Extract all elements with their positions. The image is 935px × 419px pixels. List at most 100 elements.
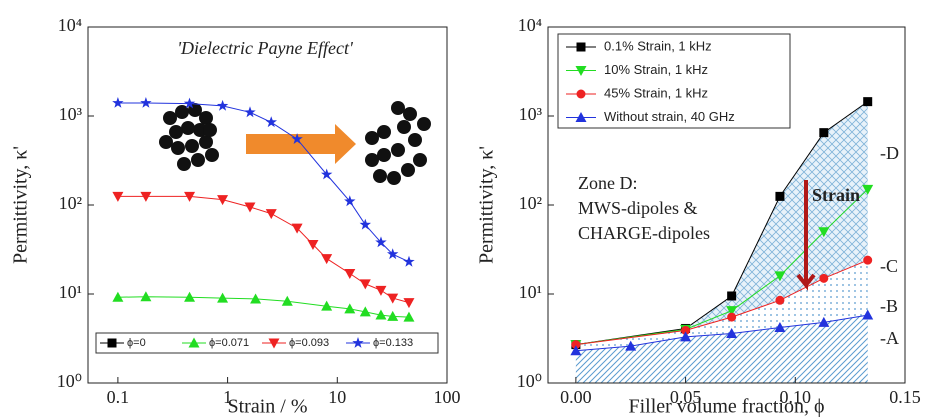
marker: [625, 340, 637, 351]
area: [575, 315, 868, 383]
marker: [862, 309, 874, 320]
annotation: CHARGE-dipoles: [578, 223, 710, 243]
marker: [726, 327, 738, 338]
legend-marker: [575, 66, 587, 76]
x-axis-label: Strain / %: [228, 396, 308, 418]
legend-label: Without strain, 40 GHz: [604, 109, 735, 124]
marker: [774, 271, 786, 282]
marker: [291, 223, 303, 234]
x-tick-label: 100: [434, 387, 461, 407]
strain-arrow: [796, 180, 816, 291]
marker: [818, 316, 830, 327]
legend-label: ϕ=0: [127, 337, 146, 349]
marker: [403, 255, 415, 267]
marker: [727, 291, 737, 301]
x-tick-label: 1: [223, 387, 232, 407]
marker: [387, 293, 399, 304]
y-tick-label: 10²: [59, 193, 82, 213]
x-tick-label: 0.10: [780, 387, 812, 407]
marker: [359, 218, 371, 230]
marker: [726, 306, 738, 317]
y-tick-label: 10¹: [59, 282, 82, 302]
marker: [375, 309, 387, 320]
marker: [217, 292, 229, 303]
annotation: -A: [880, 328, 899, 348]
marker: [321, 254, 333, 265]
series-line: [575, 259, 868, 346]
legend-box: [557, 33, 791, 129]
y-axis-label: Permittivity, κ': [10, 146, 32, 264]
legend-label: ϕ=0.093: [289, 337, 329, 349]
marker: [570, 345, 582, 356]
y-tick-label: 10⁰: [57, 371, 82, 391]
plot-frame: [87, 26, 448, 384]
series-line: [575, 101, 868, 346]
marker: [344, 268, 356, 279]
legend-label: 0.1% Strain, 1 kHz: [604, 38, 712, 53]
marker: [359, 306, 371, 317]
marker: [250, 293, 262, 304]
marker: [217, 195, 229, 206]
x-tick-label: 0.00: [560, 387, 592, 407]
annotation: 'Dielectric Payne Effect': [177, 38, 354, 58]
marker: [359, 279, 371, 290]
legend-marker: [268, 338, 280, 349]
marker: [184, 191, 196, 202]
legend-label: 45% Strain, 1 kHz: [604, 85, 708, 100]
marker: [112, 97, 124, 108]
marker: [265, 116, 277, 128]
marker: [375, 285, 387, 296]
marker: [344, 303, 356, 314]
y-tick-label: 10²: [519, 193, 542, 213]
marker: [375, 236, 387, 248]
marker: [863, 97, 873, 107]
y-tick-label: 10³: [59, 104, 83, 124]
legend-marker: [352, 337, 364, 348]
y-tick-label: 10¹: [519, 282, 542, 302]
marker: [681, 325, 691, 335]
marker: [727, 312, 737, 322]
marker: [819, 128, 829, 138]
x-tick-label: 0.15: [889, 387, 921, 407]
y-tick-label: 10⁴: [58, 15, 82, 35]
marker: [387, 310, 399, 321]
marker: [321, 300, 333, 311]
x-tick-label: 0.1: [107, 387, 130, 407]
marker: [281, 295, 293, 306]
marker: [291, 133, 303, 144]
marker: [403, 298, 415, 309]
x-tick-label: 10: [328, 387, 346, 407]
legend-label: ϕ=0.071: [209, 337, 249, 349]
marker: [775, 295, 785, 305]
legend-marker: [188, 337, 200, 348]
annotation: MWS-dipoles &: [578, 198, 698, 218]
annotation: -D: [880, 143, 899, 163]
marker: [140, 97, 152, 108]
marker: [571, 340, 581, 350]
marker: [112, 191, 124, 202]
marker: [307, 239, 319, 250]
legend-label: ϕ=0.133: [373, 337, 413, 349]
marker: [403, 311, 415, 322]
y-tick-label: 10³: [519, 104, 543, 124]
annotation: Zone D:: [578, 173, 637, 193]
marker: [680, 331, 692, 342]
marker: [112, 291, 124, 302]
legend-marker: [576, 89, 586, 99]
series-line: [117, 102, 410, 263]
marker: [265, 209, 277, 220]
legend-marker: [107, 338, 117, 348]
legend-label: 10% Strain, 1 kHz: [604, 62, 708, 77]
series-line: [575, 188, 869, 346]
marker: [244, 202, 256, 213]
y-tick-label: 10⁰: [517, 371, 542, 391]
y-axis-label: Permittivity, κ': [476, 146, 498, 264]
marker: [140, 291, 152, 302]
marker: [321, 168, 333, 180]
marker: [140, 191, 152, 202]
marker: [216, 99, 229, 111]
legend-marker: [575, 112, 587, 122]
marker: [184, 291, 196, 302]
legend-marker: [576, 42, 586, 52]
y-tick-label: 10⁴: [518, 15, 542, 35]
